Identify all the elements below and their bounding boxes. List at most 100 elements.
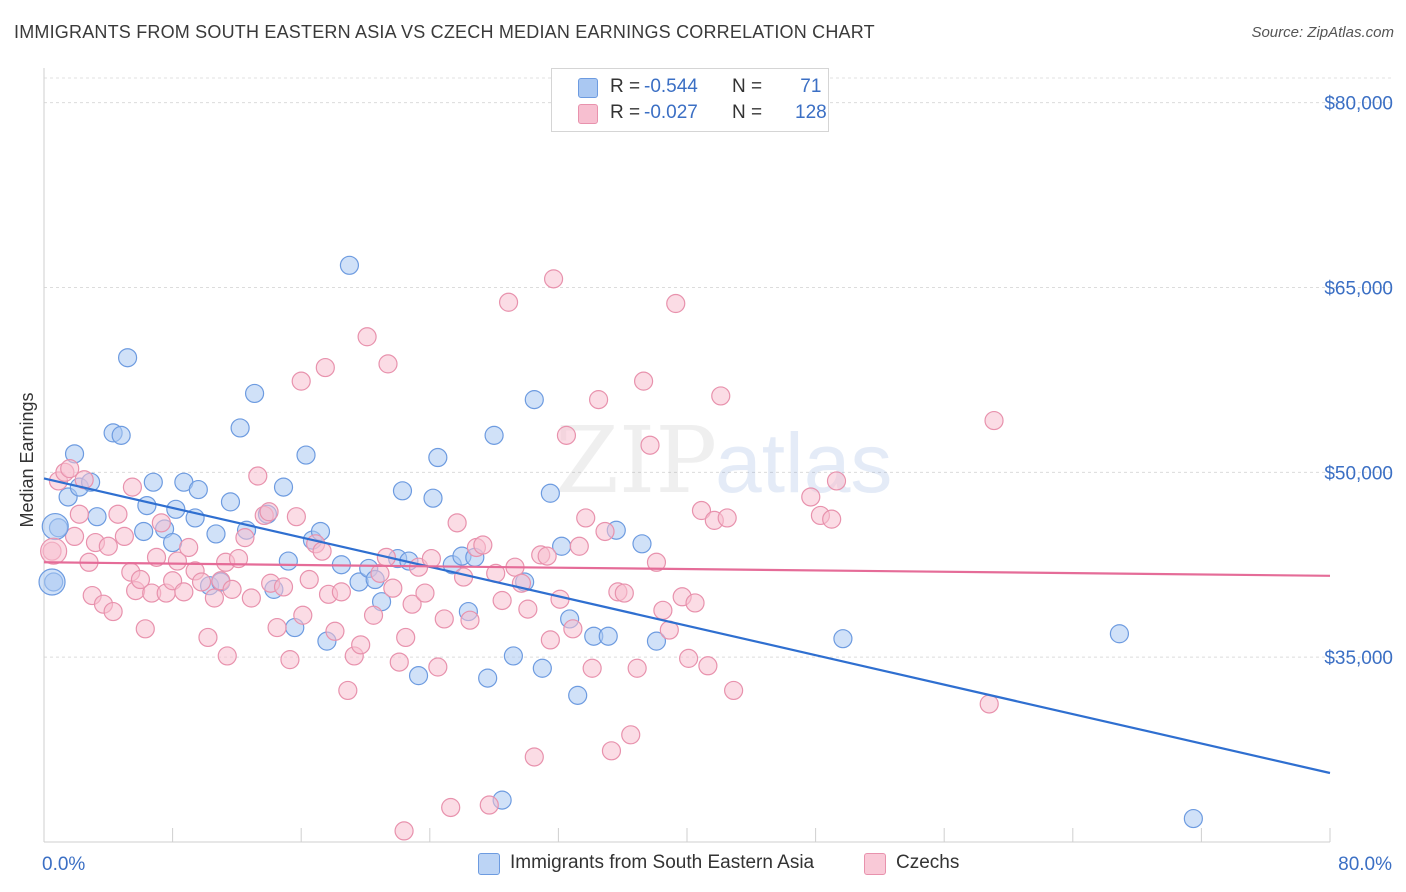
data-point xyxy=(532,658,552,678)
data-point xyxy=(627,658,647,678)
data-point xyxy=(479,795,499,815)
legend-row-asia: R = -0.544 N = 71 xyxy=(578,76,821,100)
data-point xyxy=(540,483,560,503)
data-point xyxy=(228,548,249,569)
data-point xyxy=(130,569,151,590)
data-point xyxy=(1109,624,1130,644)
data-point xyxy=(473,535,493,555)
data-point xyxy=(383,578,403,598)
y-tick-label: $65,000 xyxy=(1324,278,1393,299)
data-point xyxy=(163,532,183,553)
data-point xyxy=(351,635,371,655)
data-point xyxy=(259,502,279,522)
chart-title: IMMIGRANTS FROM SOUTH EASTERN ASIA VS CZ… xyxy=(14,22,875,42)
data-point xyxy=(331,582,351,602)
data-point xyxy=(108,504,128,524)
data-point xyxy=(273,477,294,497)
data-point xyxy=(415,583,435,603)
data-point xyxy=(273,577,294,597)
data-point xyxy=(241,588,261,608)
data-point xyxy=(576,508,596,528)
trend-line-asia xyxy=(43,477,1331,775)
data-point xyxy=(151,513,171,533)
data-point xyxy=(114,526,134,547)
r-value: -0.544 xyxy=(644,76,698,97)
data-point xyxy=(135,619,155,639)
data-point xyxy=(614,583,634,603)
data-point xyxy=(569,536,589,556)
data-point xyxy=(137,495,157,516)
n-label: N = xyxy=(732,76,763,97)
data-point xyxy=(394,821,414,841)
data-point xyxy=(396,627,416,648)
x-tick-label: 80.0% xyxy=(1338,854,1392,875)
data-point xyxy=(685,593,705,613)
data-point xyxy=(588,390,609,410)
data-point xyxy=(666,293,686,314)
y-tick-label: $80,000 xyxy=(1324,94,1393,115)
data-point xyxy=(537,546,557,566)
data-point xyxy=(524,747,544,767)
data-point xyxy=(691,500,712,521)
n-value: 71 xyxy=(795,76,822,97)
data-point xyxy=(378,354,398,374)
data-point xyxy=(174,582,194,602)
data-point xyxy=(801,487,821,507)
data-point xyxy=(568,685,588,705)
data-point xyxy=(498,292,519,312)
y-tick-label: $50,000 xyxy=(1324,463,1393,484)
data-point xyxy=(122,477,143,497)
legend-swatch-asia xyxy=(578,78,598,98)
legend-row-czechs: R = -0.027 N = 128 xyxy=(578,102,827,126)
n-label: N = xyxy=(732,102,763,123)
data-point xyxy=(244,383,265,404)
data-point xyxy=(543,269,564,289)
data-point xyxy=(653,600,673,620)
series-asia xyxy=(44,255,1203,829)
bottom-legend-label: Immigrants from South Eastern Asia xyxy=(510,852,815,873)
data-point xyxy=(363,605,384,625)
data-point xyxy=(267,617,287,638)
data-point xyxy=(601,741,622,761)
data-point xyxy=(423,488,443,508)
data-points xyxy=(38,255,1203,841)
r-value: -0.027 xyxy=(644,102,698,123)
data-point xyxy=(296,445,316,465)
data-point xyxy=(87,507,107,527)
data-point xyxy=(117,348,138,368)
source-credit: Source: ZipAtlas.com xyxy=(1251,24,1394,41)
series-czechs xyxy=(42,269,1004,841)
legend-swatch-czechs xyxy=(578,104,598,124)
axis-labels: $35,000 $50,000 $65,000 $80,000 0.0% 80.0% Med… xyxy=(17,94,1393,875)
data-point xyxy=(428,657,448,677)
data-point xyxy=(103,601,123,622)
data-point xyxy=(402,594,422,614)
data-point xyxy=(280,650,300,670)
data-point xyxy=(833,629,853,649)
trend-lines xyxy=(43,477,1331,775)
x-tick-label: 0.0% xyxy=(42,854,85,875)
data-point xyxy=(338,680,358,701)
data-point xyxy=(64,526,85,547)
data-point xyxy=(286,507,306,527)
data-point xyxy=(206,524,226,544)
correlation-legend: R = -0.544 N = 71 R = -0.027 N = 128 xyxy=(551,68,829,132)
data-point xyxy=(60,459,80,479)
data-point xyxy=(632,534,652,554)
data-point xyxy=(640,435,660,455)
data-point xyxy=(822,509,842,529)
data-point xyxy=(370,563,390,583)
data-point xyxy=(646,631,667,651)
data-point xyxy=(503,646,523,666)
n-value: 128 xyxy=(795,102,827,123)
y-tick-label: $35,000 xyxy=(1324,648,1393,669)
data-point xyxy=(447,513,467,533)
data-point xyxy=(357,327,377,347)
data-point xyxy=(717,508,737,528)
data-point xyxy=(826,471,847,491)
data-point xyxy=(134,521,154,542)
axes xyxy=(43,68,1331,843)
data-point xyxy=(550,589,570,609)
data-point xyxy=(582,658,602,678)
